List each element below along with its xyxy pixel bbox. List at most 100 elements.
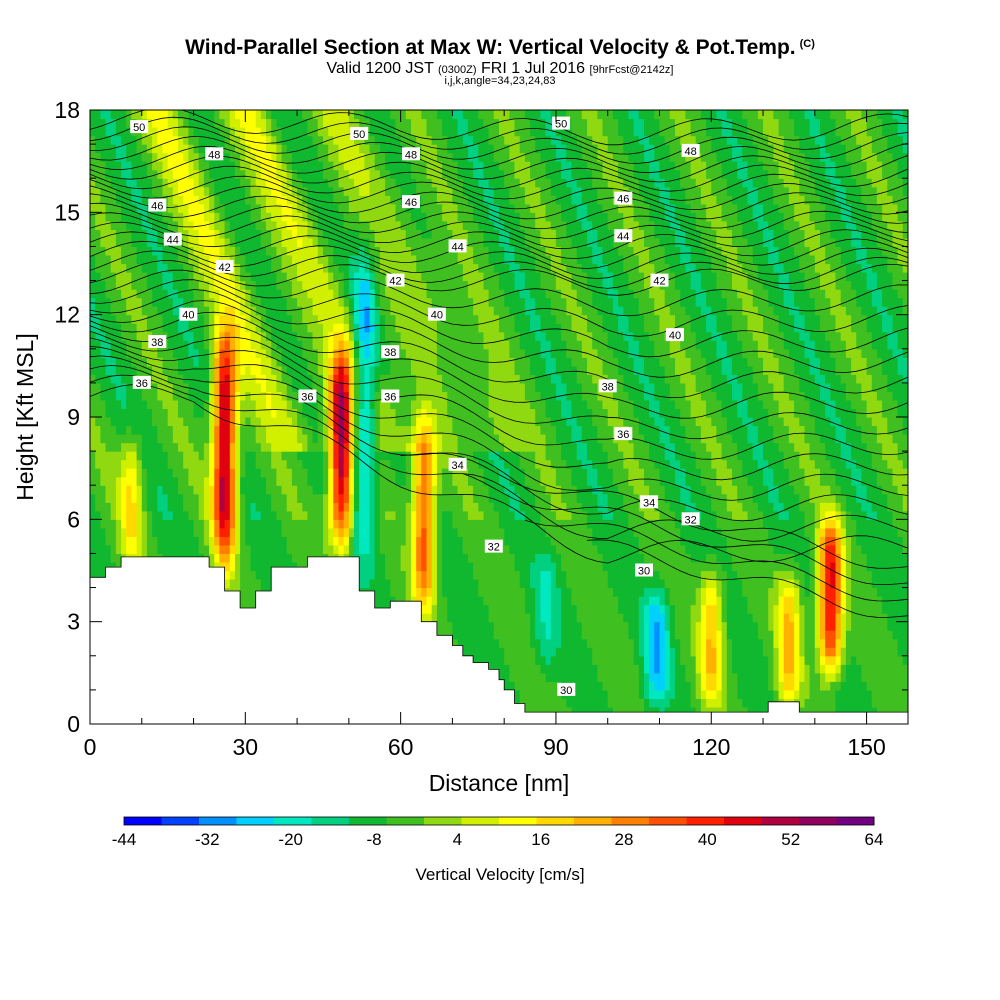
- field-cell: [395, 510, 402, 520]
- field-cell: [209, 306, 215, 316]
- field-cell: [442, 408, 448, 418]
- field-cell: [136, 229, 143, 239]
- field-cell: [105, 297, 112, 307]
- field-cell: [411, 306, 417, 316]
- field-cell: [209, 272, 215, 282]
- field-cell: [416, 536, 422, 546]
- field-cell: [100, 519, 107, 529]
- field-cell: [255, 562, 262, 572]
- field-cell: [359, 374, 365, 384]
- field-cell: [141, 527, 148, 537]
- field-cell: [245, 331, 252, 341]
- field-cell: [421, 613, 428, 623]
- field-cell: [431, 169, 438, 179]
- field-cell: [260, 451, 267, 461]
- field-cell: [146, 493, 153, 503]
- field-cell: [90, 425, 96, 435]
- field-cell: [338, 195, 345, 205]
- field-cell: [343, 220, 350, 230]
- field-cell: [203, 425, 210, 435]
- field-cell: [203, 169, 210, 179]
- field-cell: [146, 365, 153, 375]
- field-cell: [338, 331, 345, 341]
- field-cell: [105, 229, 112, 239]
- field-cell: [152, 306, 158, 316]
- field-cell: [307, 289, 314, 299]
- field-cell: [193, 391, 200, 401]
- field-cell: [240, 186, 246, 196]
- field-cell: [442, 110, 448, 120]
- field-cell: [333, 493, 340, 503]
- field-cell: [291, 220, 298, 230]
- field-cell: [291, 323, 298, 333]
- field-cell: [105, 144, 112, 154]
- field-cell: [146, 263, 153, 273]
- field-cell: [442, 596, 448, 606]
- field-cell: [328, 229, 334, 239]
- field-cell: [245, 186, 252, 196]
- field-cell: [343, 451, 350, 461]
- field-cell: [343, 212, 350, 222]
- field-cell: [416, 451, 422, 461]
- field-cell: [271, 536, 277, 546]
- field-cell: [291, 357, 298, 367]
- field-cell: [333, 348, 340, 358]
- field-cell: [95, 161, 101, 171]
- field-cell: [250, 220, 257, 230]
- field-cell: [431, 527, 438, 537]
- field-cell: [229, 178, 236, 188]
- chart-subtitle: Valid 1200 JST (0300Z) FRI 1 Jul 2016 [9…: [0, 60, 1000, 78]
- field-cell: [250, 502, 257, 512]
- field-cell: [385, 314, 391, 324]
- field-cell: [302, 485, 309, 495]
- field-cell: [188, 203, 195, 213]
- field-cell: [405, 323, 412, 333]
- field-cell: [214, 306, 221, 316]
- field-cell: [131, 263, 138, 273]
- field-cell: [411, 570, 417, 580]
- field-cell: [209, 485, 215, 495]
- field-cell: [121, 476, 127, 486]
- field-cell: [442, 203, 448, 213]
- field-cell: [146, 442, 153, 452]
- field-cell: [395, 485, 402, 495]
- field-cell: [338, 348, 345, 358]
- field-cell: [115, 374, 122, 384]
- field-cell: [307, 417, 314, 427]
- field-cell: [255, 382, 262, 392]
- field-cell: [297, 331, 303, 341]
- field-cell: [229, 579, 236, 589]
- field-cell: [369, 237, 376, 247]
- field-cell: [266, 357, 272, 367]
- field-cell: [100, 399, 107, 409]
- field-cell: [235, 144, 241, 154]
- field-cell: [374, 587, 381, 597]
- field-cell: [271, 297, 277, 307]
- field-cell: [250, 161, 257, 171]
- field-cell: [317, 297, 324, 307]
- field-cell: [203, 399, 210, 409]
- field-cell: [209, 399, 215, 409]
- field-cell: [286, 476, 293, 486]
- field-cell: [110, 519, 117, 529]
- field-cell: [442, 587, 448, 597]
- field-cell: [250, 255, 257, 265]
- field-cell: [421, 502, 428, 512]
- field-cell: [281, 237, 288, 247]
- field-cell: [286, 502, 293, 512]
- field-cell: [364, 357, 371, 367]
- field-cell: [436, 110, 443, 120]
- field-cell: [240, 152, 246, 162]
- field-cell: [343, 246, 350, 256]
- field-cell: [219, 519, 226, 529]
- field-cell: [328, 297, 334, 307]
- field-cell: [178, 399, 184, 409]
- field-cell: [214, 340, 221, 350]
- field-cell: [286, 425, 293, 435]
- field-cell: [183, 340, 189, 350]
- field-cell: [235, 519, 241, 529]
- field-cell: [90, 476, 96, 486]
- field-cell: [343, 519, 350, 529]
- field-cell: [250, 237, 257, 247]
- field-cell: [426, 596, 433, 606]
